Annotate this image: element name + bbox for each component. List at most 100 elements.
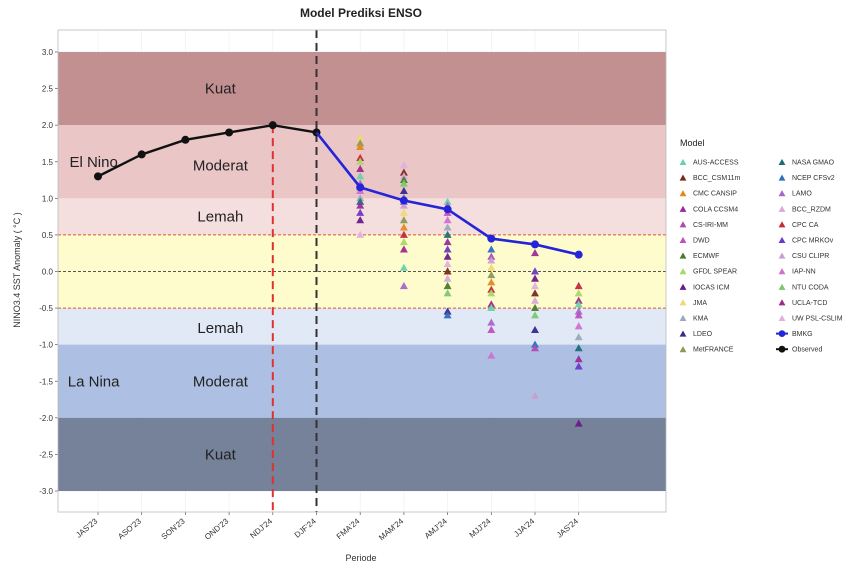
model-point (487, 351, 496, 359)
legend-item-label: UW PSL-CSLIM (792, 316, 843, 323)
legend-key (778, 299, 786, 306)
legend-key (679, 346, 687, 353)
model-point (487, 270, 496, 279)
observed-point (94, 172, 102, 181)
model-point (399, 216, 408, 224)
legend-item-label: MetFRANCE (693, 347, 734, 354)
model-point (531, 296, 539, 304)
model-point (356, 197, 365, 205)
model-point (531, 391, 539, 399)
model-point (487, 245, 496, 253)
model-point (487, 285, 496, 293)
legend-key (679, 330, 687, 337)
legend-key (679, 221, 687, 228)
model-point (356, 164, 365, 173)
zone-label: Moderat (193, 373, 249, 390)
legend-key (778, 252, 786, 259)
legend-key (679, 299, 687, 306)
model-point (399, 263, 408, 271)
model-point (487, 303, 496, 312)
legend-key (778, 345, 786, 353)
model-point (443, 238, 452, 246)
model-point (487, 263, 496, 271)
legend-item-label: CS-IRI-MM (693, 222, 728, 229)
legend-key (778, 330, 786, 337)
legend-item-label: COLA CCSM4 (693, 206, 738, 213)
legend-key (679, 205, 687, 212)
legend-item-label: KMA (693, 316, 709, 323)
model-point (531, 267, 539, 275)
model-point (443, 307, 452, 315)
zone-label: El Nino (69, 154, 117, 171)
y-tick-label: -1.0 (39, 341, 53, 350)
legend-item-label: Observed (792, 347, 822, 354)
legend-item-label: JMA (693, 300, 707, 307)
model-point (574, 333, 583, 341)
legend-key (679, 268, 687, 275)
y-tick-label: -0.5 (39, 304, 53, 313)
bmkg-point (487, 234, 496, 243)
model-point (531, 249, 539, 257)
model-point (399, 201, 408, 209)
model-point (487, 278, 496, 286)
legend-key (778, 268, 786, 275)
legend-key (778, 174, 786, 181)
chart-title: Model Prediksi ENSO (300, 6, 422, 20)
band-0 (58, 52, 666, 126)
bmkg-point (574, 250, 583, 259)
model-point (487, 289, 496, 297)
model-point (356, 194, 365, 202)
observed-point (268, 121, 277, 130)
model-point (574, 344, 583, 352)
zone-label: Kuat (205, 446, 237, 463)
x-axis-label: Periode (345, 553, 376, 563)
model-point (531, 281, 539, 290)
zone-label: Moderat (193, 157, 249, 174)
band-6 (58, 417, 666, 491)
model-point (574, 419, 583, 427)
model-point (443, 230, 452, 238)
legend-item-label: AUS-ACCESS (693, 160, 739, 167)
band-4 (58, 308, 666, 345)
y-axis-label: NINO3.4 SST Anomaly ( °C ) (12, 212, 22, 327)
model-point (531, 311, 539, 319)
model-point (487, 300, 496, 308)
model-point (487, 252, 496, 260)
legend-item-label: ECMWF (693, 253, 719, 260)
model-point (399, 230, 408, 238)
model-point (356, 139, 365, 147)
model-point (399, 245, 408, 253)
legend-item-label: DWD (693, 238, 710, 245)
plot-area: Kuat El Nino Moderat Lemah Lemah La Nina Moder… (39, 29, 667, 542)
model-point (574, 311, 583, 319)
model-point (356, 201, 365, 209)
y-tick-label: 0.5 (42, 231, 54, 240)
model-point (356, 134, 365, 142)
model-point (399, 179, 408, 187)
bmkg-point (531, 240, 539, 249)
model-point (531, 289, 539, 297)
model-point (487, 325, 496, 333)
model-point (574, 281, 583, 290)
model-point (443, 259, 452, 268)
y-tick-label: 0.0 (42, 268, 54, 277)
legend-item-label: NTU CODA (792, 284, 829, 291)
model-point (574, 296, 583, 304)
model-point (443, 311, 452, 319)
model-point (443, 245, 452, 253)
band-5 (58, 344, 666, 418)
legend-item-label: IAP-NN (792, 269, 816, 276)
observed-point (225, 128, 234, 137)
legend-key (679, 158, 687, 166)
legend-item-label: UCLA-TCD (792, 300, 827, 307)
bmkg-point (399, 196, 408, 205)
legend-item-label: CPC CA (792, 222, 819, 229)
model-point (356, 142, 365, 151)
model-point (443, 216, 452, 224)
model-point (443, 281, 452, 290)
legend-key (679, 314, 687, 322)
observed-point (137, 150, 146, 159)
legend-item-label: CSU CLIPR (792, 253, 829, 260)
model-point (443, 223, 452, 231)
